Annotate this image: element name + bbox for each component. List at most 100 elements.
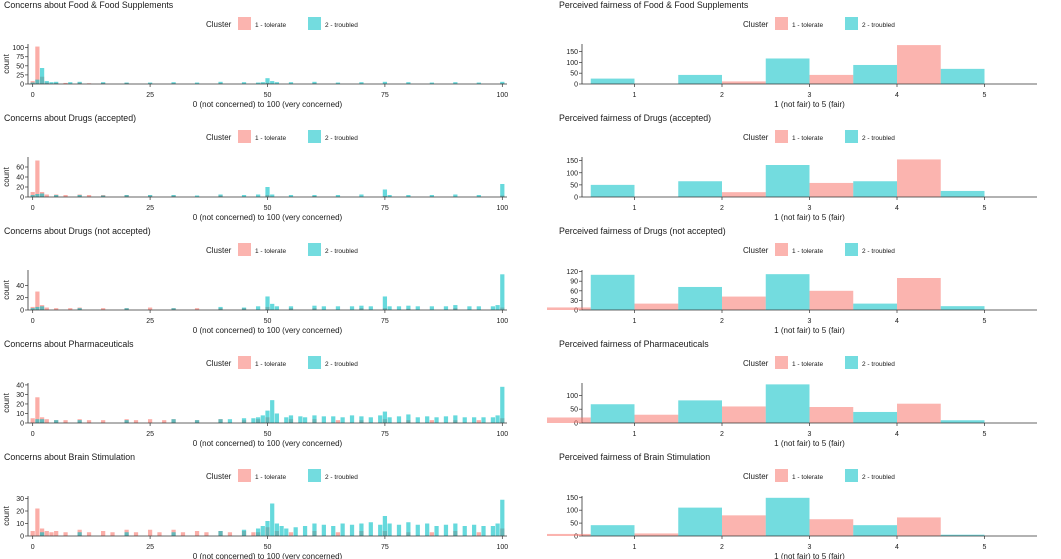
- histogram-bar-troubled: [349, 524, 355, 536]
- histogram-bar-tolerate: [476, 532, 481, 536]
- y-tick-label: 150: [566, 49, 578, 56]
- fairness-bar-troubled: [853, 303, 897, 310]
- histogram-bar-troubled: [425, 416, 430, 423]
- histogram-bar-troubled: [293, 527, 298, 536]
- histogram-bar-tolerate: [63, 195, 68, 197]
- legend-label-tolerate: 1 - tolerate: [792, 248, 823, 255]
- histogram-bar-troubled: [500, 386, 505, 423]
- histogram-bar-troubled: [472, 417, 477, 423]
- histogram-bar-troubled: [472, 524, 477, 536]
- fairness-bar-troubled: [590, 525, 635, 536]
- y-tick-label: 30: [16, 392, 24, 399]
- x-tick-label: 0: [31, 318, 35, 325]
- histogram-bar-troubled: [481, 417, 486, 423]
- legend-swatch-tolerate: [238, 356, 251, 369]
- histogram-bar-troubled: [335, 195, 341, 197]
- y-tick-label: 100: [566, 508, 578, 515]
- histogram-bar-troubled: [429, 82, 434, 84]
- x-tick-label: 0: [31, 431, 35, 438]
- histogram-bar-troubled: [218, 81, 223, 84]
- histogram-bar-tolerate: [30, 192, 35, 197]
- histogram-bar-troubled: [241, 82, 247, 84]
- histogram-bar-tolerate: [101, 308, 106, 310]
- x-axis-label: 0 (not concerned) to 100 (very concerned…: [193, 213, 343, 222]
- histogram-bar-troubled: [260, 526, 265, 536]
- x-tick-label: 4: [895, 92, 899, 99]
- x-tick-label: 1: [633, 318, 637, 325]
- histogram-bar-tolerate: [101, 420, 106, 423]
- histogram-bar-troubled: [101, 82, 106, 84]
- histogram-bar-troubled: [321, 524, 326, 536]
- histogram-bar-troubled: [284, 417, 289, 423]
- legend-swatch-troubled: [308, 243, 321, 256]
- histogram-bar-troubled: [35, 194, 40, 197]
- histogram-bar-troubled: [77, 81, 82, 84]
- legend-swatch-troubled: [308, 130, 321, 143]
- y-tick-label: 20: [16, 185, 24, 192]
- fairness-bar-troubled: [940, 420, 985, 423]
- y-tick-label: 60: [16, 165, 24, 172]
- histogram-bar-troubled: [241, 529, 247, 536]
- histogram-bar-tolerate: [63, 82, 68, 84]
- histogram-bar-troubled: [39, 532, 45, 536]
- histogram-bar-troubled: [54, 195, 59, 197]
- legend-swatch-troubled: [845, 469, 858, 482]
- histogram-bar-troubled: [368, 417, 373, 423]
- panel-title: Concerns about Pharmaceuticals: [4, 339, 134, 349]
- histogram-bar-troubled: [35, 79, 40, 84]
- fairness-bar-troubled: [853, 181, 897, 197]
- histogram-bar-tolerate: [204, 532, 209, 536]
- legend-swatch-troubled: [308, 17, 321, 30]
- panel-fairness-4: Perceived fairness of Pharmaceuticals Clu…: [547, 339, 1037, 448]
- fairness-bar-tolerate: [547, 307, 591, 310]
- histogram-bar-tolerate: [476, 420, 481, 423]
- histogram-bar-tolerate: [30, 418, 35, 423]
- histogram-bar-troubled: [382, 411, 388, 423]
- fairness-bar-troubled: [765, 274, 810, 310]
- legend-swatch-troubled: [845, 243, 858, 256]
- x-tick-label: 2: [720, 431, 724, 438]
- legend-label-troubled: 2 - troubled: [862, 361, 895, 368]
- x-tick-label: 5: [983, 205, 987, 212]
- fairness-bar-troubled: [590, 274, 635, 310]
- histogram-bar-troubled: [331, 526, 336, 536]
- legend-title: Cluster: [743, 133, 769, 142]
- legend-title: Cluster: [206, 20, 232, 29]
- histogram-bar-tolerate: [30, 531, 35, 536]
- fairness-bar-tolerate: [809, 182, 854, 197]
- histogram-bar-tolerate: [35, 291, 40, 310]
- y-tick-label: 0: [574, 195, 578, 202]
- histogram-bar-troubled: [274, 413, 280, 423]
- legend-swatch-tolerate: [775, 243, 788, 256]
- fairness-bar-tolerate: [897, 403, 941, 423]
- legend-title: Cluster: [206, 472, 232, 481]
- histogram-bar-troubled: [481, 526, 486, 536]
- x-tick-label: 3: [808, 431, 812, 438]
- fairness-bar-tolerate: [809, 74, 854, 84]
- panel-title: Concerns about Brain Stimulation: [4, 452, 135, 462]
- histogram-bar-tolerate: [35, 160, 40, 197]
- histogram-bar-troubled: [194, 420, 200, 423]
- histogram-bar-troubled: [124, 420, 129, 423]
- x-tick-label: 5: [983, 431, 987, 438]
- legend-title: Cluster: [743, 246, 769, 255]
- panel-title: Perceived fairness of Drugs (accepted): [559, 113, 711, 123]
- histogram-bar-troubled: [260, 82, 265, 84]
- histogram-bar-troubled: [490, 306, 496, 310]
- histogram-bar-troubled: [270, 503, 275, 536]
- histogram-bar-troubled: [30, 308, 35, 310]
- histogram-bar-tolerate: [44, 307, 49, 310]
- histogram-bar-troubled: [194, 195, 200, 197]
- histogram-bar-tolerate: [194, 308, 200, 310]
- x-axis-label: 1 (not fair) to 5 (fair): [774, 552, 845, 559]
- y-tick-label: 40: [16, 175, 24, 182]
- y-tick-label: 100: [566, 170, 578, 177]
- y-tick-label: 50: [570, 521, 578, 528]
- x-tick-label: 75: [381, 205, 389, 212]
- histogram-bar-troubled: [312, 523, 317, 536]
- fairness-bar-tolerate: [897, 517, 941, 536]
- y-tick-label: 30: [16, 496, 24, 503]
- histogram-bar-troubled: [270, 81, 275, 84]
- histogram-bar-troubled: [500, 274, 505, 310]
- y-tick-label: 30: [570, 298, 578, 305]
